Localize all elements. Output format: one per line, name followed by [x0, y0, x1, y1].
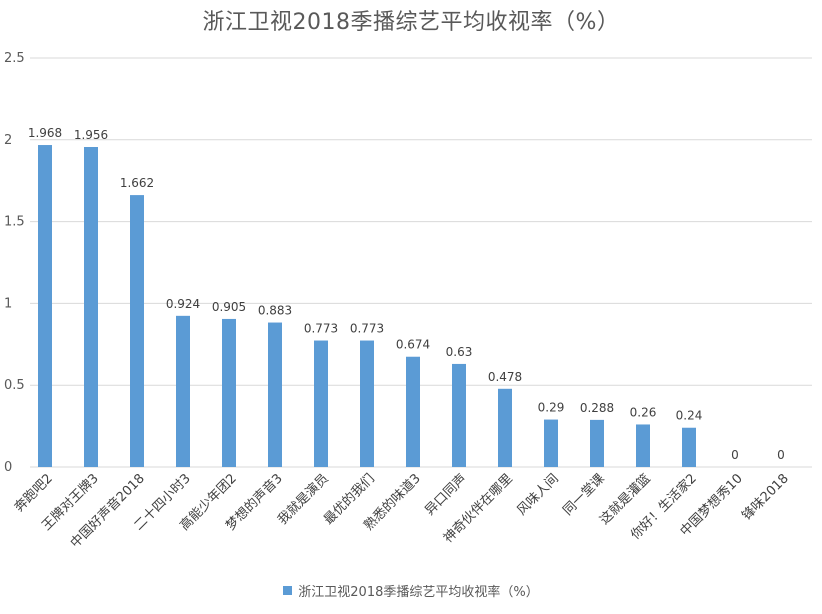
bar: [130, 195, 144, 467]
bar: [452, 363, 466, 467]
bar: [590, 419, 604, 467]
bar: [38, 145, 52, 467]
category-label: 风味人间: [514, 471, 561, 518]
legend-label: 浙江卫视2018季播综艺平均收视率（%）: [298, 585, 539, 600]
bar: [498, 388, 512, 467]
bar: [544, 419, 558, 467]
category-label: 奔跑吧2: [12, 471, 56, 515]
data-label: 0.63: [446, 345, 473, 359]
data-label: 0.478: [488, 370, 522, 384]
legend: 浙江卫视2018季播综艺平均收视率（%）: [0, 581, 822, 600]
bar: [406, 356, 420, 467]
bar: [682, 427, 696, 467]
data-label: 0.26: [630, 405, 657, 419]
category-label: 同一堂课: [560, 471, 607, 518]
bar: [176, 315, 190, 467]
data-label: 0.773: [304, 322, 338, 336]
y-tick-label: 0.5: [4, 378, 25, 393]
data-label: 0.924: [166, 297, 200, 311]
bar: [360, 340, 374, 467]
data-label: 0: [777, 448, 785, 462]
y-tick-label: 2: [4, 133, 12, 148]
data-label: 0.773: [350, 322, 384, 336]
data-label: 0.24: [676, 409, 703, 423]
y-tick-label: 1.5: [4, 215, 25, 230]
bar: [268, 322, 282, 467]
legend-swatch: [283, 586, 293, 595]
data-label: 0.29: [538, 401, 565, 415]
data-label: 0: [731, 448, 739, 462]
chart-title: 浙江卫视2018季播综艺平均收视率（%）: [202, 10, 620, 35]
data-label: 0.288: [580, 401, 614, 415]
bar: [636, 424, 650, 467]
category-label: 锋味2018: [739, 471, 791, 523]
y-tick-label: 2.5: [4, 51, 25, 66]
data-label: 0.674: [396, 338, 430, 352]
bar: [84, 146, 98, 467]
data-label: 1.662: [120, 176, 154, 190]
data-label: 1.956: [74, 128, 108, 142]
bar: [314, 340, 328, 467]
data-label: 0.905: [212, 300, 246, 314]
y-tick-label: 1: [4, 296, 12, 311]
y-tick-label: 0: [4, 460, 12, 475]
data-label: 0.883: [258, 304, 292, 318]
data-label: 1.968: [28, 126, 62, 140]
category-label: 异口同声: [422, 471, 469, 518]
bar: [222, 318, 236, 467]
